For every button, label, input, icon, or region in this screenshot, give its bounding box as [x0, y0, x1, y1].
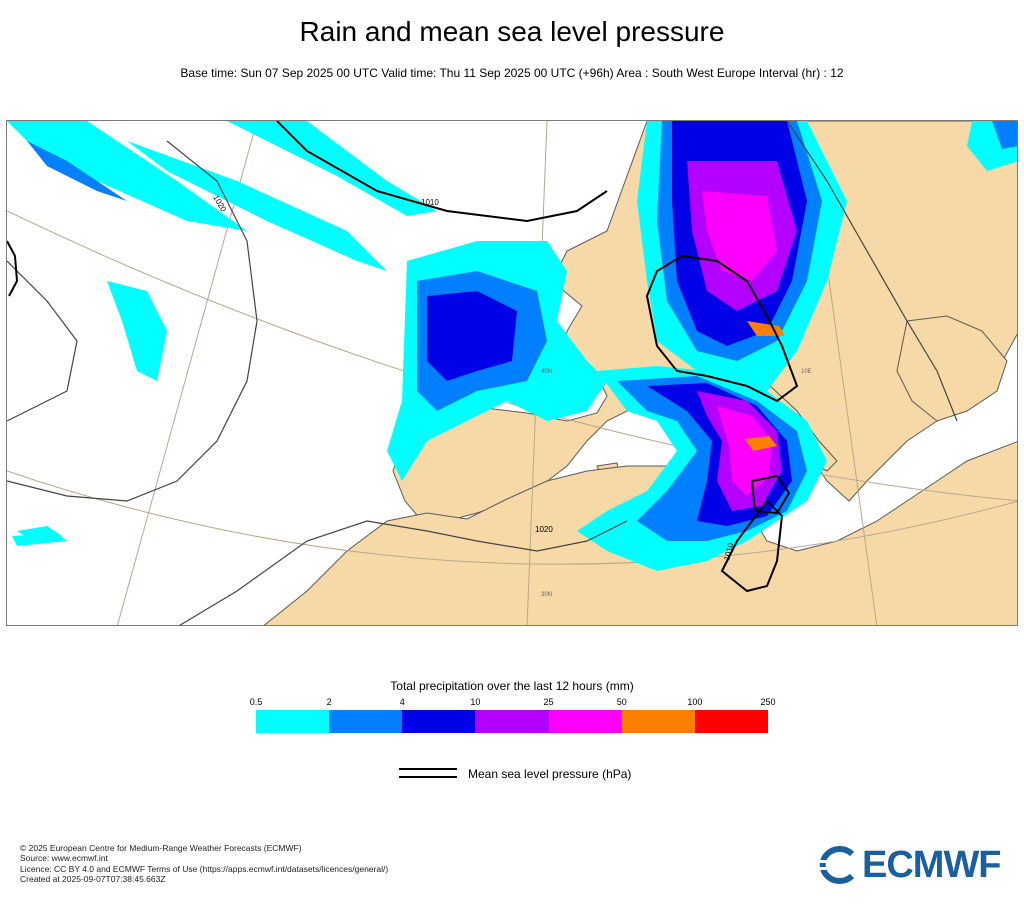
legend-tick-label: 2 [326, 697, 332, 707]
isobar-low-italy [645, 254, 799, 403]
precip-atlantic-blob [107, 281, 167, 381]
footer-credits: © 2025 European Centre for Medium-Range … [20, 843, 388, 885]
graticule-lat-40 [7, 210, 1017, 502]
precip-speck-2 [12, 533, 67, 546]
legend-title: Total precipitation over the last 12 hou… [390, 679, 634, 693]
precip-med-magenta [717, 406, 772, 496]
precip-alps-magenta [702, 191, 777, 281]
precip-atlantic-band-2 [127, 141, 387, 271]
forecast-map: 1020 1010 1020 1010 40N 30N 10E [6, 120, 1018, 626]
legend-swatch-6 [694, 710, 768, 733]
legend-tick-label: 0.5 [249, 697, 263, 707]
graticule-lon-w20 [117, 121, 258, 625]
mslp-legend-line [399, 768, 457, 778]
ecmwf-logo-mark [816, 846, 855, 884]
legend-tick-label: 50 [616, 697, 627, 707]
graticule-label-10e: 10E [801, 369, 812, 375]
isobar-1010-libya-line [720, 499, 784, 593]
precip-atlantic-band-1 [7, 121, 247, 231]
footer-copyright: © 2025 European Centre for Medium-Range … [20, 843, 302, 853]
graticule-label-40n: 40N [541, 369, 552, 375]
isobar-layer [7, 121, 958, 625]
isobar-label-1010-north: 1010 [421, 198, 439, 207]
legend-tick-label: 10 [470, 697, 481, 707]
isobar-libya-small [750, 474, 791, 515]
legend-tick-label: 100 [687, 697, 703, 707]
legend-tick-label: 25 [543, 697, 554, 707]
isobar-west-edge [7, 240, 19, 297]
ecmwf-logo-text: ECMWF [862, 844, 1002, 886]
legend-swatch-2 [402, 710, 476, 733]
precip-atlantic-blue [27, 141, 127, 201]
footer-licence: Licence: CC BY 4.0 and ECMWF Terms of Us… [20, 863, 389, 874]
chart-subtitle: Base time: Sun 07 Sep 2025 00 UTC Valid … [180, 66, 844, 80]
land-greece [896, 315, 1008, 422]
isobar-africa-1020-line [179, 520, 628, 625]
mslp-legend: Mean sea level pressure (hPa) [399, 766, 659, 784]
legend-swatch-5 [621, 710, 695, 733]
isobar-atlantic-outer [7, 260, 78, 422]
map-svg: 1020 1010 1020 1010 40N 30N 10E [7, 121, 1017, 625]
graticule-lat-30 [7, 470, 1017, 565]
ecmwf-logo: ECMWF [812, 846, 1008, 884]
isobar-east-line [786, 121, 958, 422]
legend-swatch-1 [329, 710, 403, 733]
precip-med-orange-2 [745, 436, 777, 451]
legend-swatch-3 [475, 710, 549, 733]
legend-swatch-0 [256, 710, 330, 733]
graticule-label-30n: 30N [541, 592, 552, 598]
graticule-labels: 40N 30N 10E [541, 369, 812, 598]
precip-biscay-dark [427, 291, 517, 381]
footer-created: Created at 2025-09-07T07:38:45.663Z [20, 874, 166, 885]
legend-tick-label: 4 [399, 697, 405, 707]
footer-source: Source: www.ecmwf.int [20, 853, 108, 864]
isobar-atlantic-1020-line [7, 140, 258, 502]
legend-tick-label: 250 [760, 697, 776, 707]
legend-ticks: 0.5 2 4 10 25 50 100 250 [0, 697, 1024, 709]
isobar-label-1020-africa: 1020 [535, 525, 553, 534]
legend-swatch-4 [548, 710, 622, 733]
precip-layer [7, 121, 1017, 571]
legend-color-bar [256, 710, 768, 733]
precip-ne-corner-blue [992, 121, 1017, 149]
mslp-legend-label: Mean sea level pressure (hPa) [468, 767, 632, 781]
isobar-1010-north-line [276, 121, 608, 223]
chart-title: Rain and mean sea level pressure [299, 16, 725, 47]
